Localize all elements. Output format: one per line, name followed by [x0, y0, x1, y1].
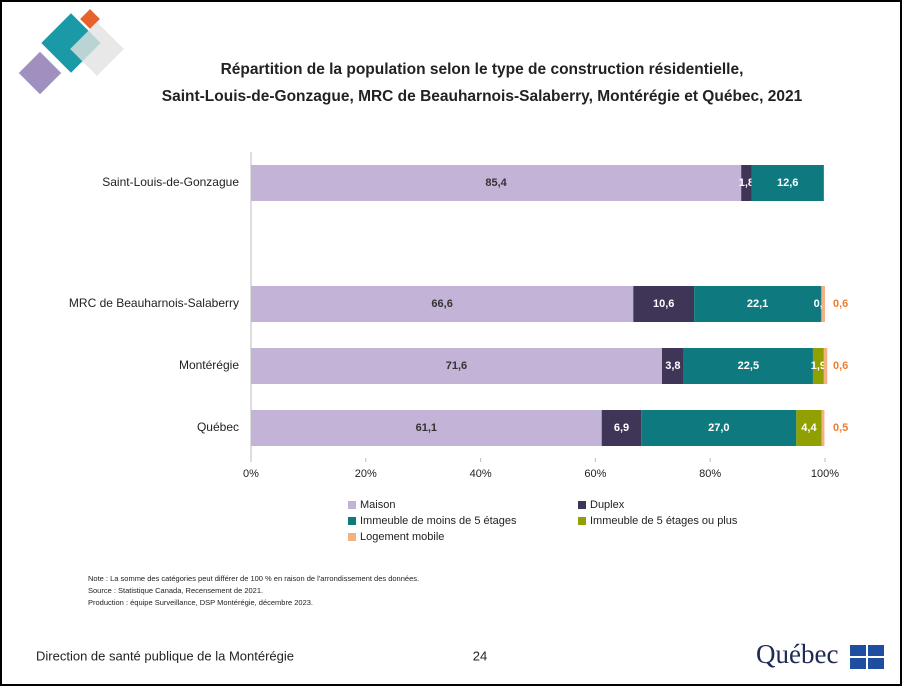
logo-flag [850, 645, 884, 669]
data-label: 0,5 [833, 422, 848, 434]
bar-segment [821, 286, 825, 322]
category-label: MRC de Beauharnois-Salaberry [69, 296, 239, 310]
data-label: 3,8 [665, 360, 680, 372]
data-label: 1,9 [811, 360, 826, 372]
legend-label: Duplex [590, 499, 625, 511]
legend-label: Logement mobile [360, 531, 444, 543]
legend-label: Immeuble de 5 étages ou plus [590, 515, 738, 527]
category-label: Québec [197, 420, 239, 434]
chart-title: Saint-Louis-de-Gonzague, MRC de Beauharn… [162, 88, 803, 105]
bar-segment [751, 165, 824, 201]
data-label: 22,1 [747, 298, 768, 310]
footer-text: Direction de santé publique de la Montér… [36, 648, 294, 663]
data-label: 0,1 [814, 298, 829, 310]
bar-segment [694, 286, 821, 322]
bar-segment [251, 286, 634, 322]
bar-segment [601, 410, 642, 446]
logo-text: Québec [756, 639, 838, 669]
bar-segment [823, 348, 828, 384]
bar-segment [812, 348, 824, 384]
x-tick-label: 100% [811, 468, 839, 480]
decor [18, 9, 124, 95]
chart-title: Répartition de la population selon le ty… [221, 61, 744, 78]
legend-swatch [578, 517, 586, 525]
bar-segment [641, 410, 797, 446]
x-tick-label: 0% [243, 468, 259, 480]
data-label: 85,4 [485, 177, 507, 189]
data-label: 27,0 [708, 422, 729, 434]
legend-label: Immeuble de moins de 5 étages [360, 515, 517, 527]
data-label: 0,6 [833, 360, 848, 372]
data-label: 0,6 [833, 298, 848, 310]
legend-swatch [348, 501, 356, 509]
x-tick-label: 60% [584, 468, 606, 480]
note: Note : La somme des catégories peut diff… [88, 574, 419, 583]
data-label: 4,4 [801, 422, 817, 434]
bar-segment [820, 286, 822, 322]
data-label: 6,9 [614, 422, 629, 434]
bar-segment [633, 286, 695, 322]
data-label: 12,6 [777, 177, 798, 189]
data-label: 1,8 [739, 177, 754, 189]
legend-swatch [578, 501, 586, 509]
category-label: Saint-Louis-de-Gonzague [102, 175, 239, 189]
bar-segment [796, 410, 822, 446]
data-label: 10,6 [653, 298, 674, 310]
bar-segment [821, 410, 825, 446]
page-number: 24 [473, 648, 487, 663]
legend-label: Maison [360, 499, 395, 511]
note: Production : équipe Surveillance, DSP Mo… [88, 598, 313, 607]
bar-segment [251, 165, 742, 201]
bar-segment [661, 348, 684, 384]
legend-swatch [348, 517, 356, 525]
data-label: 66,6 [431, 298, 452, 310]
bar-segment [683, 348, 813, 384]
note: Source : Statistique Canada, Recensement… [88, 586, 263, 595]
bar-segment [741, 165, 752, 201]
legend-swatch [348, 533, 356, 541]
category-label: Montérégie [179, 358, 239, 372]
data-label: 71,6 [446, 360, 467, 372]
x-tick-label: 20% [355, 468, 377, 480]
bar-segment [251, 348, 662, 384]
x-tick-label: 80% [699, 468, 721, 480]
data-label: 61,1 [416, 422, 437, 434]
x-tick-label: 40% [470, 468, 492, 480]
bar-segment [251, 410, 602, 446]
data-label: 22,5 [738, 360, 759, 372]
